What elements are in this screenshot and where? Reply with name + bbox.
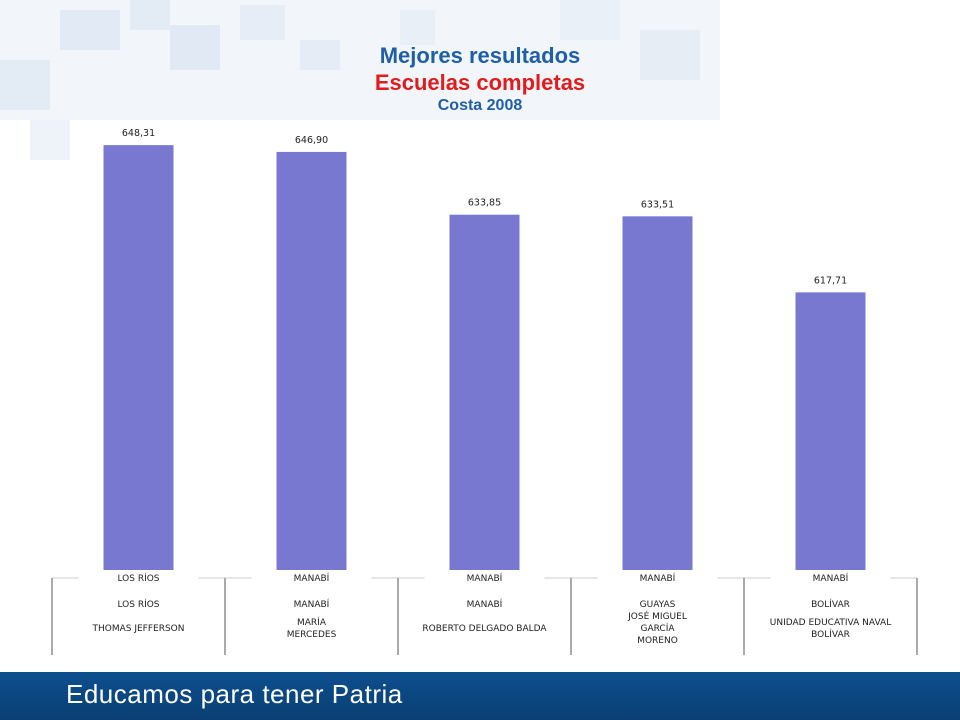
region-header-3: MANABÍ [467, 572, 503, 584]
header-bg [770, 572, 891, 584]
school-label-5-1: UNIDAD EDUCATIVA NAVAL [770, 618, 891, 628]
school-label-2-2: MERCEDES [287, 630, 337, 640]
region-header-1: LOS RÍOS [117, 572, 159, 584]
school-label-2-1: MARÍA [297, 616, 327, 628]
bar-4 [622, 216, 693, 571]
school-label-1-1: THOMAS JEFFERSON [91, 624, 184, 634]
header-bg [424, 572, 545, 584]
chart-title: Mejores resultados [379, 43, 581, 68]
province-label-1: LOS RÍOS [117, 598, 159, 610]
school-label-4-1: JOSÉ MIGUEL [627, 610, 687, 622]
bar-3 [449, 214, 520, 570]
province-label-4: GUAYAS [640, 600, 676, 610]
header-bg [251, 572, 372, 584]
bar-5 [795, 292, 866, 570]
footer-slogan: Educamos para tener Patria [66, 679, 403, 709]
header-bg [597, 572, 718, 584]
bars-group [103, 145, 866, 571]
province-label-2: MANABÍ [294, 598, 330, 610]
province-label-5: BOLÍVAR [811, 598, 850, 610]
school-label-4-2: GARCÍA [640, 622, 675, 634]
chart-title-block: Mejores resultados Escuelas completas Co… [0, 42, 960, 116]
bar-2 [276, 151, 347, 571]
value-label-3: 633,85 [468, 198, 501, 209]
school-label-4-3: MORENO [637, 636, 678, 646]
header-bg [78, 572, 199, 584]
chart-subtitle: Escuelas completas [374, 70, 586, 95]
region-header-4: MANABÍ [640, 572, 676, 584]
value-labels-group: 648,31 646,90 633,85 633,51 617,71 [122, 128, 847, 286]
footer-bar: Educamos para tener Patria [0, 672, 960, 720]
value-label-1: 648,31 [122, 128, 155, 139]
school-label-3-1: ROBERTO DELGADO BALDA [422, 624, 547, 634]
bar-1 [103, 145, 174, 570]
value-label-4: 633,51 [641, 199, 674, 210]
chart-subsubtitle: Costa 2008 [437, 97, 523, 114]
province-label-3: MANABÍ [467, 598, 503, 610]
background-decoration [0, 0, 960, 200]
value-label-2: 646,90 [295, 135, 328, 146]
region-header-5: MANABÍ [813, 572, 849, 584]
school-label-5-2: BOLÍVAR [811, 628, 850, 640]
region-header-2: MANABÍ [294, 572, 330, 584]
value-label-5: 617,71 [814, 275, 847, 286]
category-table: LOS RÍOS LOS RÍOS THOMAS JEFFERSON MANABÍ MA… [51, 572, 918, 655]
